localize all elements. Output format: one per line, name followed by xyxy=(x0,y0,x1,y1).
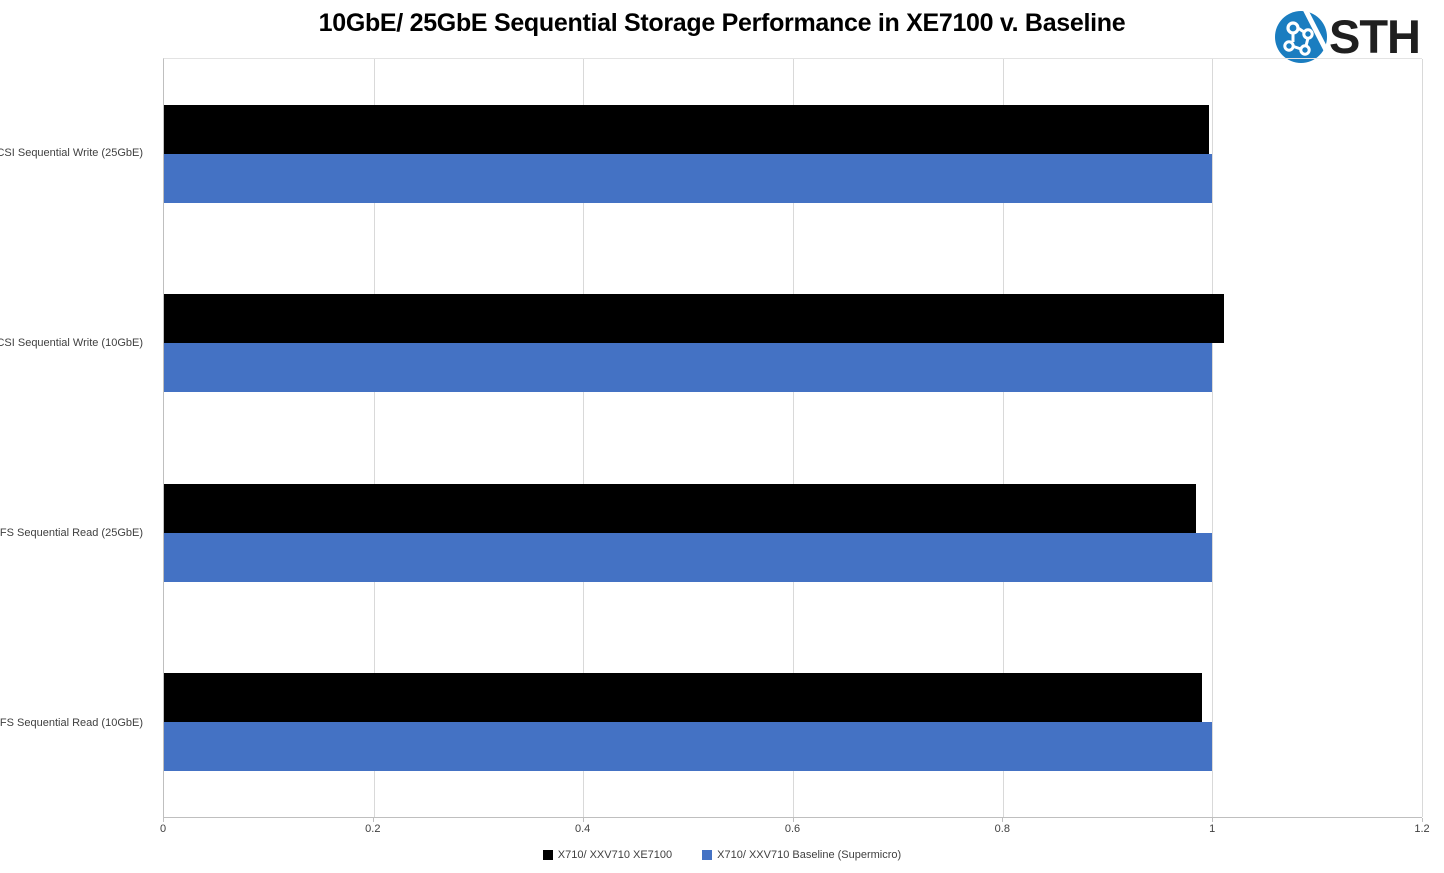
tick-mark xyxy=(372,818,374,822)
x-tick-label: 1.2 xyxy=(1414,823,1430,835)
category-label: iSCSI Sequential Write (25GbE) xyxy=(0,147,143,159)
tick-mark xyxy=(1422,818,1423,822)
circuit-trace-icon xyxy=(1291,26,1310,51)
tick-mark xyxy=(1002,818,1004,822)
gridline xyxy=(373,59,375,817)
sth-logo: STH xyxy=(1272,6,1442,66)
circuit-node-icon xyxy=(1299,44,1311,56)
x-tick-label: 0.6 xyxy=(784,823,801,835)
x-tick-label: 0.8 xyxy=(994,823,1010,835)
logo-slash xyxy=(1302,7,1329,52)
bar-group xyxy=(164,249,1422,439)
category-axis-labels: iSCSI Sequential Write (25GbE) iSCSI Sequ… xyxy=(0,58,153,818)
chart-title: 10GbE/ 25GbE Sequential Storage Performa… xyxy=(318,9,1126,37)
bar-baseline xyxy=(164,532,1213,582)
bar-baseline xyxy=(164,722,1213,772)
value-axis-ticks: 0 0.2 0.4 0.6 0.8 1 1.2 xyxy=(159,818,1430,839)
category-label: NFS Sequential Read (25GbE) xyxy=(0,527,143,539)
gridline xyxy=(793,59,794,817)
bar-xe7100 xyxy=(164,294,1224,344)
legend-label: X710/ XXV710 XE7100 xyxy=(557,849,673,861)
bar-group xyxy=(164,59,1422,249)
bar-xe7100 xyxy=(164,483,1196,533)
gridline xyxy=(1002,59,1004,817)
legend-label: X710/ XXV710 Baseline (Supermicro) xyxy=(717,849,902,861)
legend: X710/ XXV710 XE7100 X710/ XXV710 Baseline… xyxy=(0,849,1444,861)
plot-area xyxy=(163,58,1423,818)
tick-mark xyxy=(163,818,164,822)
gridline xyxy=(1422,59,1423,817)
sth-logo-graphic: STH xyxy=(1275,7,1421,63)
legend-item: X710/ XXV710 Baseline (Supermicro) xyxy=(702,849,901,861)
x-tick-label: 0 xyxy=(159,823,167,835)
bar-baseline xyxy=(164,153,1213,203)
legend-swatch-icon xyxy=(542,850,553,860)
tick-mark xyxy=(792,818,794,822)
category-label: NFS Sequential Read (10GbE) xyxy=(0,717,143,729)
bar-group xyxy=(164,628,1422,818)
bar-xe7100 xyxy=(164,673,1202,723)
tick-mark xyxy=(1212,818,1214,822)
bar-baseline xyxy=(164,343,1213,393)
tick-mark xyxy=(582,818,584,822)
x-tick-label: 0.2 xyxy=(365,823,381,835)
gridline xyxy=(583,59,585,817)
x-tick-label: 1 xyxy=(1209,823,1216,835)
bar-xe7100 xyxy=(164,104,1210,154)
gridline xyxy=(1212,59,1214,817)
legend-swatch-icon xyxy=(702,850,713,860)
logo-text: STH xyxy=(1329,10,1420,63)
x-tick-label: 0.4 xyxy=(575,823,591,835)
category-label: iSCSI Sequential Write (10GbE) xyxy=(0,337,143,349)
bar-group xyxy=(164,438,1422,628)
legend-item: X710/ XXV710 XE7100 xyxy=(542,849,673,861)
